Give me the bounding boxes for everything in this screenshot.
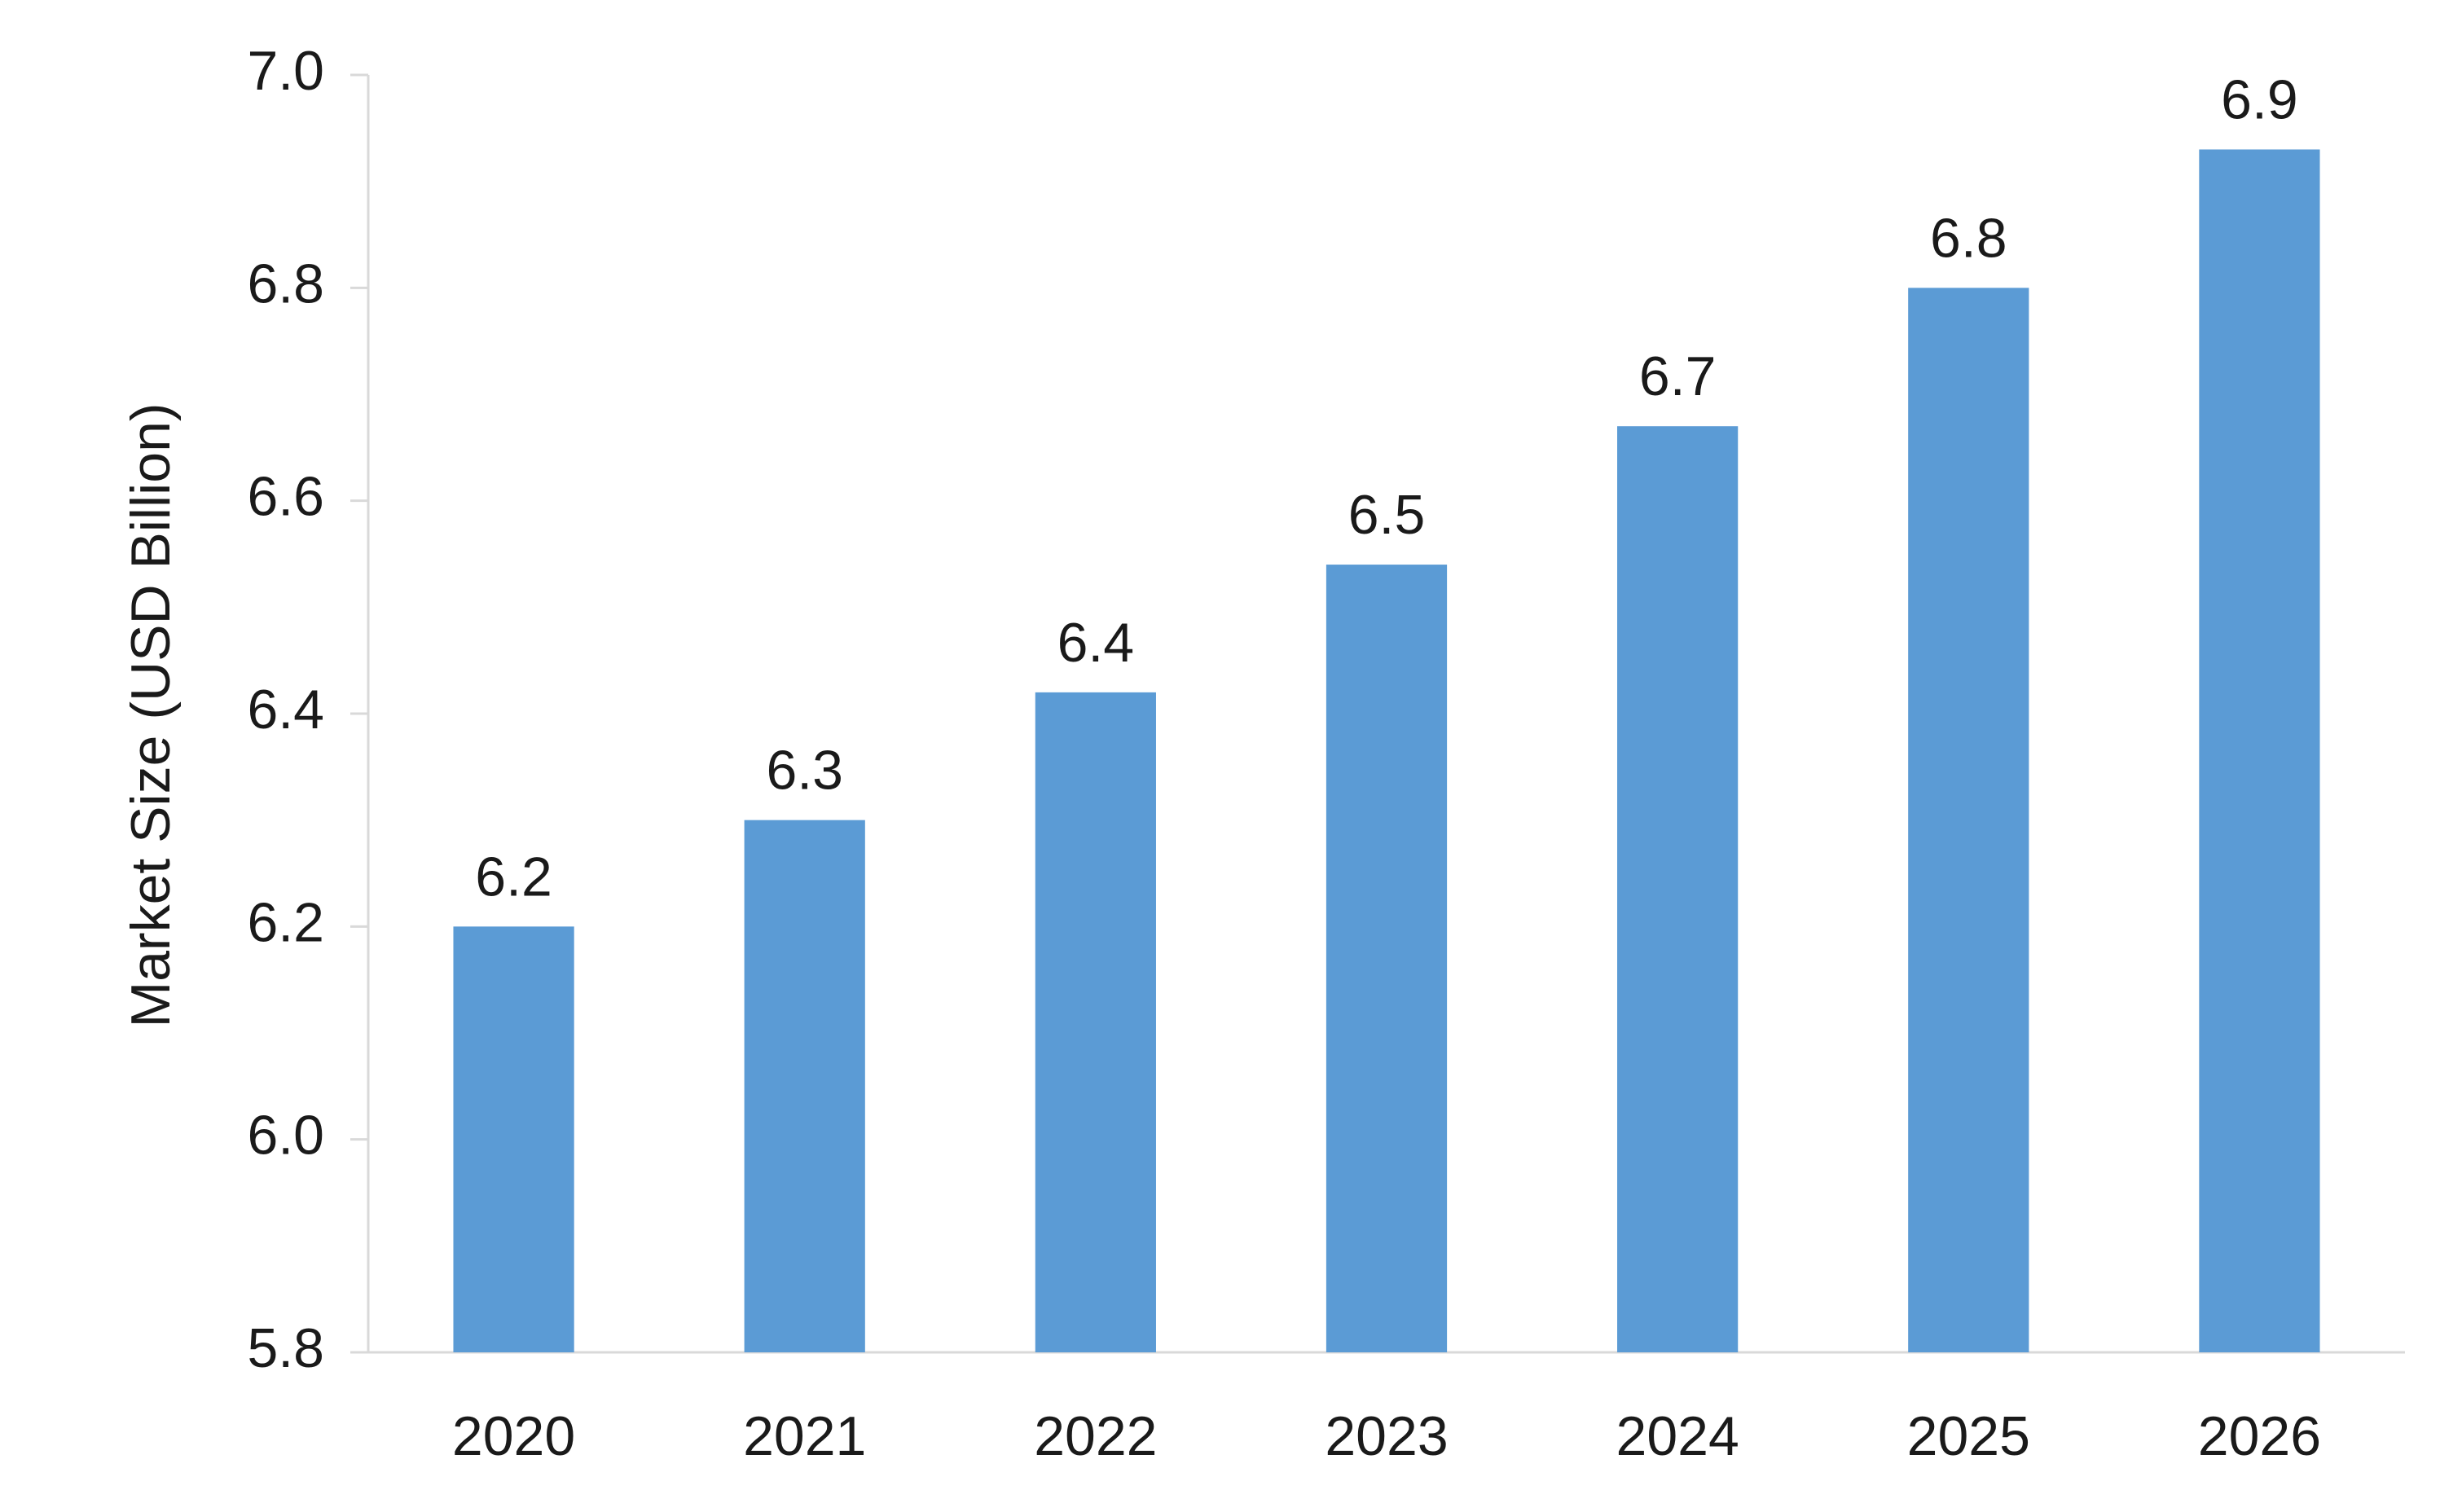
x-tick-label-2023: 2023 <box>1325 1405 1448 1467</box>
y-tick-label: 7.0 <box>247 40 324 102</box>
y-tick-label: 6.4 <box>247 679 324 741</box>
bar-2022 <box>1035 692 1156 1352</box>
data-label-2023: 6.5 <box>1348 484 1426 546</box>
y-tick-label: 6.8 <box>247 253 324 314</box>
y-tick-label: 5.8 <box>247 1317 324 1379</box>
data-label-2026: 6.9 <box>2221 68 2298 130</box>
data-label-2021: 6.3 <box>766 740 843 802</box>
bar-2023 <box>1326 565 1448 1352</box>
bar-2026 <box>2199 149 2320 1352</box>
labels: 5.8 6.0 6.2 6.4 6.6 6.8 7.0 6.2 2020 6.3 2021 6.4 20… <box>247 40 2321 1467</box>
y-tick-label: 6.2 <box>247 891 324 953</box>
y-tick-label: 6.0 <box>247 1105 324 1167</box>
x-tick-label-2026: 2026 <box>2198 1405 2321 1467</box>
x-tick-label-2025: 2025 <box>1907 1405 2030 1467</box>
x-tick-label-2022: 2022 <box>1034 1405 1157 1467</box>
data-label-2020: 6.2 <box>475 846 552 908</box>
data-label-2025: 6.8 <box>1930 207 2007 269</box>
bars <box>453 149 2320 1353</box>
bar-2024 <box>1617 426 1739 1353</box>
bar-2020 <box>453 926 574 1352</box>
x-tick-label-2020: 2020 <box>452 1405 575 1467</box>
data-label-2024: 6.7 <box>1639 345 1717 407</box>
y-axis-title: Market Size (USD Billion) <box>120 402 182 1027</box>
data-label-2022: 6.4 <box>1057 612 1135 674</box>
x-tick-label-2021: 2021 <box>743 1405 866 1467</box>
y-tick-label: 6.6 <box>247 466 324 528</box>
bar-2021 <box>744 820 865 1352</box>
x-tick-label-2024: 2024 <box>1616 1405 1739 1467</box>
bar-2025 <box>1908 288 2029 1352</box>
